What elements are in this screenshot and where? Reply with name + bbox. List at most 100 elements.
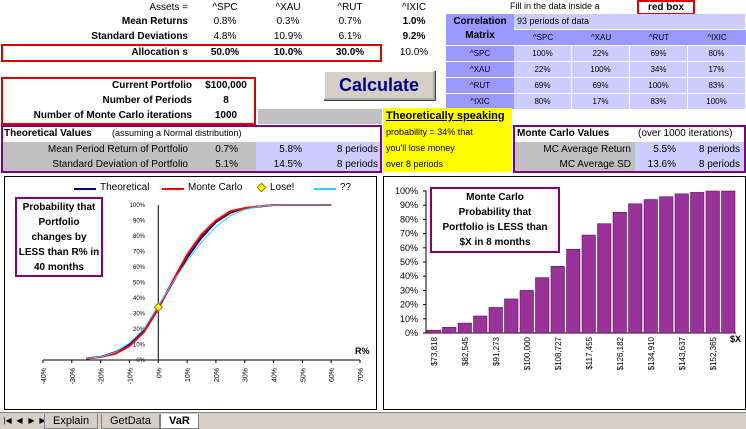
- y-tick-label: 30%: [133, 312, 146, 318]
- std-dev-label: Standard Deviations: [91, 31, 188, 42]
- theoretical-values-title: Theoretical Values: [4, 128, 92, 139]
- num-periods-label: Number of Periods: [102, 95, 192, 106]
- corr-cell: 83%: [630, 94, 688, 110]
- last-sheet-icon[interactable]: ▶|: [38, 415, 49, 427]
- corr-cell: 22%: [572, 46, 630, 62]
- asset-name: ^IXIC: [401, 2, 427, 13]
- line-chart-annotation: Probability that Portfolio changes by LE…: [15, 197, 103, 277]
- mc-row-v1: 13.6%: [647, 159, 676, 170]
- legend-lose-label: Lose!: [270, 182, 295, 193]
- asset-name: ^SPC: [212, 2, 238, 13]
- current-portfolio-value[interactable]: $100,000: [205, 80, 247, 91]
- x-tick-label: 30%: [243, 368, 250, 382]
- x-tick-label: $126,182: [616, 336, 625, 370]
- inputs-red-box: [1, 77, 256, 125]
- periods-label: 93 periods of data: [514, 14, 746, 30]
- allocation-value[interactable]: 50.0%: [210, 47, 240, 58]
- y-tick-label: 50%: [400, 257, 418, 267]
- calculate-button[interactable]: Calculate: [323, 70, 435, 100]
- bar: [426, 329, 441, 334]
- mean-return-value[interactable]: 0.7%: [338, 16, 362, 27]
- bar-chart-annotation: Monte Carlo Probability that Portfolio i…: [430, 187, 560, 253]
- allocation-label: Allocation s: [131, 47, 188, 58]
- monte-carlo-values-title: Monte Carlo Values: [517, 128, 610, 139]
- allocation-value[interactable]: 30.0%: [335, 47, 365, 58]
- bar-chart-svg: 0% 10% 20% 30% 40% 50% 60% 70% 80% 90% 100% $73,818…: [395, 186, 741, 370]
- chart-legend: Theoretical Monte Carlo Lose! ??: [70, 182, 370, 196]
- corr-header: ^XAU: [572, 30, 630, 45]
- y-tick-label: 90%: [400, 200, 418, 210]
- allocation-value[interactable]: 10.0%: [399, 47, 429, 58]
- line-chart-svg: 0% 10% 20% 30% 40% 50% 60% 70% 80% 90% 100% -40% -30…: [41, 203, 370, 384]
- asset-name: ^XAU: [275, 2, 301, 13]
- tab-explain[interactable]: Explain: [44, 414, 99, 429]
- bar: [566, 248, 581, 334]
- current-portfolio-label: Current Portfolio: [112, 80, 192, 91]
- mc-iterations-label: Number of Monte Carlo iterations: [33, 110, 192, 121]
- theoretical-values-box: [1, 125, 382, 173]
- series-line---: [86, 204, 332, 359]
- legend-theoretical-label: Theoretical: [100, 182, 150, 193]
- correlation-title: Correlation Matrix: [446, 14, 514, 45]
- num-periods-value[interactable]: 8: [223, 95, 229, 106]
- legend-other-line: [314, 188, 336, 190]
- y-tick-label: 10%: [133, 343, 146, 349]
- mc-row-v2: 8 periods: [698, 144, 740, 155]
- corr-header: ^RUT: [630, 30, 688, 45]
- theoretically-speaking-line: over 8 periods: [386, 159, 444, 169]
- prev-sheet-icon[interactable]: ◀: [16, 416, 23, 425]
- bar: [581, 234, 596, 334]
- x-tick-label: $100,000: [523, 336, 532, 370]
- bar: [612, 212, 627, 334]
- x-tick-label: -10%: [127, 368, 134, 384]
- annotation-line: changes by: [31, 232, 87, 243]
- mean-return-value[interactable]: 0.8%: [213, 16, 237, 27]
- x-tick-label: 70%: [358, 368, 365, 382]
- probability-line-chart[interactable]: 0% 10% 20% 30% 40% 50% 60% 70% 80% 90% 100% -40% -30…: [4, 176, 377, 410]
- mc-iterations-value[interactable]: 1000: [214, 110, 238, 121]
- std-dev-value[interactable]: 4.8%: [213, 31, 237, 42]
- mean-return-value[interactable]: 1.0%: [402, 16, 426, 27]
- first-sheet-icon[interactable]: |◀: [3, 416, 12, 425]
- x-tick-label: $143,637: [678, 336, 687, 370]
- allocation-value[interactable]: 10.0%: [273, 47, 303, 58]
- theoretically-speaking-title: Theoretically speaking: [386, 110, 505, 122]
- corr-cell: 80%: [514, 94, 572, 110]
- std-dev-value[interactable]: 10.9%: [273, 31, 303, 42]
- y-tick-label: 50%: [133, 281, 146, 287]
- std-dev-value[interactable]: 9.2%: [402, 31, 426, 42]
- bar: [457, 322, 472, 334]
- tab-getdata[interactable]: GetData: [101, 414, 160, 429]
- mean-return-value[interactable]: 0.3%: [276, 16, 300, 27]
- bar: [690, 192, 705, 334]
- theoretical-values-subtitle: (assuming a Normal distribution): [112, 128, 242, 138]
- annotation-line: 40 months: [33, 262, 84, 273]
- corr-row-label: ^IXIC: [446, 94, 514, 109]
- corr-header: ^SPC: [514, 30, 572, 45]
- corr-header: ^IXIC: [688, 30, 746, 45]
- bar: [442, 327, 457, 334]
- x-tick-label: $152,365: [709, 336, 718, 370]
- bar: [659, 196, 674, 334]
- std-dev-value[interactable]: 6.1%: [338, 31, 362, 42]
- corr-cell: 83%: [688, 78, 746, 94]
- y-tick-label: 20%: [400, 300, 418, 310]
- mc-row-bg: [635, 142, 744, 171]
- x-tick-label: 10%: [185, 368, 192, 382]
- mc-row-label: MC Average Return: [543, 144, 631, 155]
- corr-row-label: ^SPC: [446, 46, 514, 61]
- tab-var[interactable]: VaR: [160, 414, 199, 429]
- x-tick-label: 50%: [300, 368, 307, 382]
- bar: [473, 315, 488, 334]
- annotation-line: Monte Carlo: [466, 192, 524, 203]
- next-sheet-icon[interactable]: ▶: [28, 416, 35, 425]
- y-tick-label: 40%: [133, 296, 146, 302]
- mc-row-v1: 5.5%: [653, 144, 676, 155]
- bar: [597, 223, 612, 334]
- probability-bar-chart[interactable]: 0% 10% 20% 30% 40% 50% 60% 70% 80% 90% 100% $73,818…: [383, 176, 746, 410]
- theoretical-row-v3: 8 periods: [336, 144, 378, 155]
- x-tick-label: $134,910: [647, 336, 656, 370]
- mc-row-label: MC Average SD: [559, 159, 631, 170]
- bar: [628, 203, 643, 334]
- mc-row-bg: [515, 142, 635, 171]
